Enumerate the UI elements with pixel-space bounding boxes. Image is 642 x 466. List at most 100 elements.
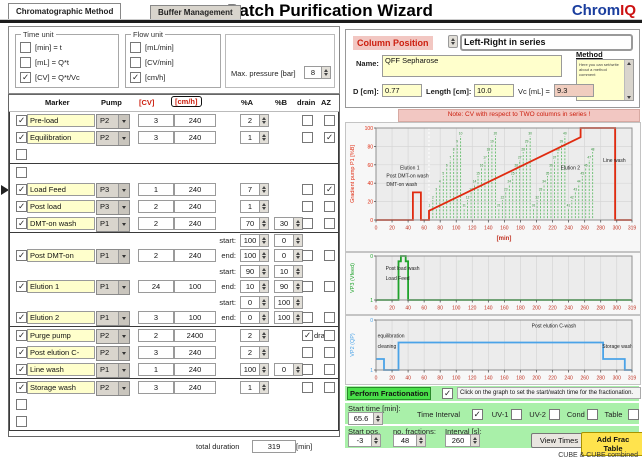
drain-checkbox[interactable] [302,201,313,212]
drain-checkbox[interactable] [302,312,313,323]
step-enable-checkbox[interactable]: ✓ [16,382,27,393]
flow-input[interactable]: 240 [174,346,216,359]
pump-select[interactable]: P2 [96,131,130,146]
chevron-down-icon[interactable] [118,115,129,128]
cv-input[interactable]: 2 [138,249,174,262]
start-pos-spinner[interactable]: -3 [348,434,381,447]
drain-checkbox[interactable] [302,281,313,292]
chart3-svg[interactable]: equilibration cleaning Post elution C-wash… [346,316,640,384]
end-percent-b-spinner[interactable]: 90 [274,280,303,293]
chevron-down-icon[interactable] [118,132,129,145]
drain-checkbox[interactable]: ✓ [302,330,313,341]
cv-input[interactable]: 1 [138,363,174,376]
step-enable-checkbox[interactable]: ✓ [16,281,27,292]
flow-input[interactable]: 2400 [174,329,216,342]
cv-input[interactable]: 3 [138,131,174,144]
az-checkbox[interactable] [324,218,335,229]
step-enable-checkbox[interactable]: ✓ [16,250,27,261]
marker-input[interactable]: DMT-on wash [27,217,95,230]
spinner-arrows-icon[interactable] [260,114,269,127]
flow-input[interactable]: 240 [174,131,216,144]
length-input[interactable]: 10.0 [474,84,514,97]
az-checkbox[interactable] [324,312,335,323]
end-percent-b-spinner[interactable]: 100 [274,311,303,324]
chevron-down-icon[interactable] [118,347,129,360]
column-position-value[interactable]: Left-Right in series [460,34,633,51]
frac-option-checkbox-4[interactable] [628,409,639,420]
az-checkbox[interactable] [324,364,335,375]
az-checkbox[interactable] [324,250,335,261]
drain-checkbox[interactable] [302,115,313,126]
flow-unit-option-checkbox-1[interactable] [130,57,141,68]
cv-input[interactable]: 3 [138,114,174,127]
chart1-svg[interactable]: 1234567891011121314151617181920212223242… [346,123,640,251]
end-percent-a-spinner[interactable]: 100 [240,249,269,262]
comment-scrollbar[interactable] [624,60,633,100]
step-enable-checkbox[interactable]: ✓ [16,184,27,195]
frac-option-checkbox-0[interactable]: ✓ [471,409,483,420]
az-checkbox[interactable] [324,115,335,126]
cv-input[interactable]: 3 [138,311,174,324]
flow-input[interactable]: 240 [174,217,216,230]
drain-checkbox[interactable] [302,364,313,375]
az-checkbox[interactable] [324,347,335,358]
spinner-arrows-icon[interactable] [260,265,269,278]
pump-select[interactable]: P2 [96,346,130,361]
pump-select[interactable]: P2 [96,114,130,129]
start-percent-a-spinner[interactable]: 0 [240,296,269,309]
percent-a-spinner[interactable]: 70 [240,217,269,230]
marker-input[interactable]: Post DMT-on [27,249,95,262]
flow-input[interactable]: 100 [174,280,216,293]
chevron-down-icon[interactable] [118,218,129,231]
marker-input[interactable]: Equilibration [27,131,95,144]
percent-a-spinner[interactable]: 2 [240,346,269,359]
tab-buffer-management[interactable]: Buffer Management [150,5,241,19]
spinner-arrows-icon[interactable] [322,66,331,79]
pump-select[interactable]: P2 [96,381,130,396]
start-percent-a-spinner[interactable]: 90 [240,265,269,278]
max-pressure-spinner[interactable]: 8 [304,66,331,79]
start-percent-b-spinner[interactable]: 0 [274,234,303,247]
num-fractions-spinner[interactable]: 48 [393,434,426,447]
chart2-svg[interactable]: Post load wash Load Feed 0 20 40 60 80 100 120 14… [346,253,640,314]
scroll-down-icon[interactable] [627,95,631,99]
marker-input[interactable]: Storage wash [27,381,95,394]
step-enable-checkbox[interactable]: ✓ [16,132,27,143]
spinner-arrows-icon[interactable] [260,183,269,196]
end-percent-b-spinner[interactable]: 0 [274,249,303,262]
spinner-arrows-icon[interactable] [260,346,269,359]
flow-input[interactable]: 240 [174,249,216,262]
pump-select[interactable]: P1 [96,249,130,264]
drain-checkbox[interactable] [302,382,313,393]
marker-input[interactable]: Elution 1 [27,280,95,293]
step-enable-checkbox[interactable]: ✓ [16,218,27,229]
pump-select[interactable]: P3 [96,200,130,215]
end-percent-a-spinner[interactable]: 10 [240,280,269,293]
chevron-down-icon[interactable] [118,312,129,325]
cv-input[interactable]: 2 [138,217,174,230]
pump-select[interactable]: P1 [96,217,130,232]
percent-b-spinner[interactable]: 30 [274,217,303,230]
step-enable-checkbox[interactable] [16,149,27,160]
spinner-arrows-icon[interactable] [260,217,269,230]
az-checkbox[interactable] [324,201,335,212]
gradient-chart[interactable]: 1 2 3 4 5 6 7 8 9 10 11 12 13 14 15 16 17 18 19 20 21 22 23 24 2… [345,122,641,252]
feed-valve-chart[interactable]: Post load wash Load Feed 0 20 40 60 80 100 120 14… [345,252,641,315]
pump-select[interactable]: P1 [96,363,130,378]
drain-checkbox[interactable] [302,347,313,358]
start-percent-b-spinner[interactable]: 10 [274,265,303,278]
flow-input[interactable]: 100 [174,311,216,324]
pump-select[interactable]: P3 [96,183,130,198]
step-enable-checkbox[interactable] [16,167,27,178]
marker-input[interactable]: Post load [27,200,95,213]
spinner-arrows-icon[interactable] [260,200,269,213]
marker-input[interactable]: Purge pump [27,329,95,342]
flow-input[interactable]: 240 [174,381,216,394]
pump-select[interactable]: P1 [96,280,130,295]
cv-input[interactable]: 24 [138,280,174,293]
spinner-arrows-icon[interactable] [260,280,269,293]
frac-option-checkbox-2[interactable] [548,409,560,420]
flow-input[interactable]: 240 [174,183,216,196]
spinner-arrows-icon[interactable] [260,311,269,324]
percent-a-spinner[interactable]: 1 [240,200,269,213]
